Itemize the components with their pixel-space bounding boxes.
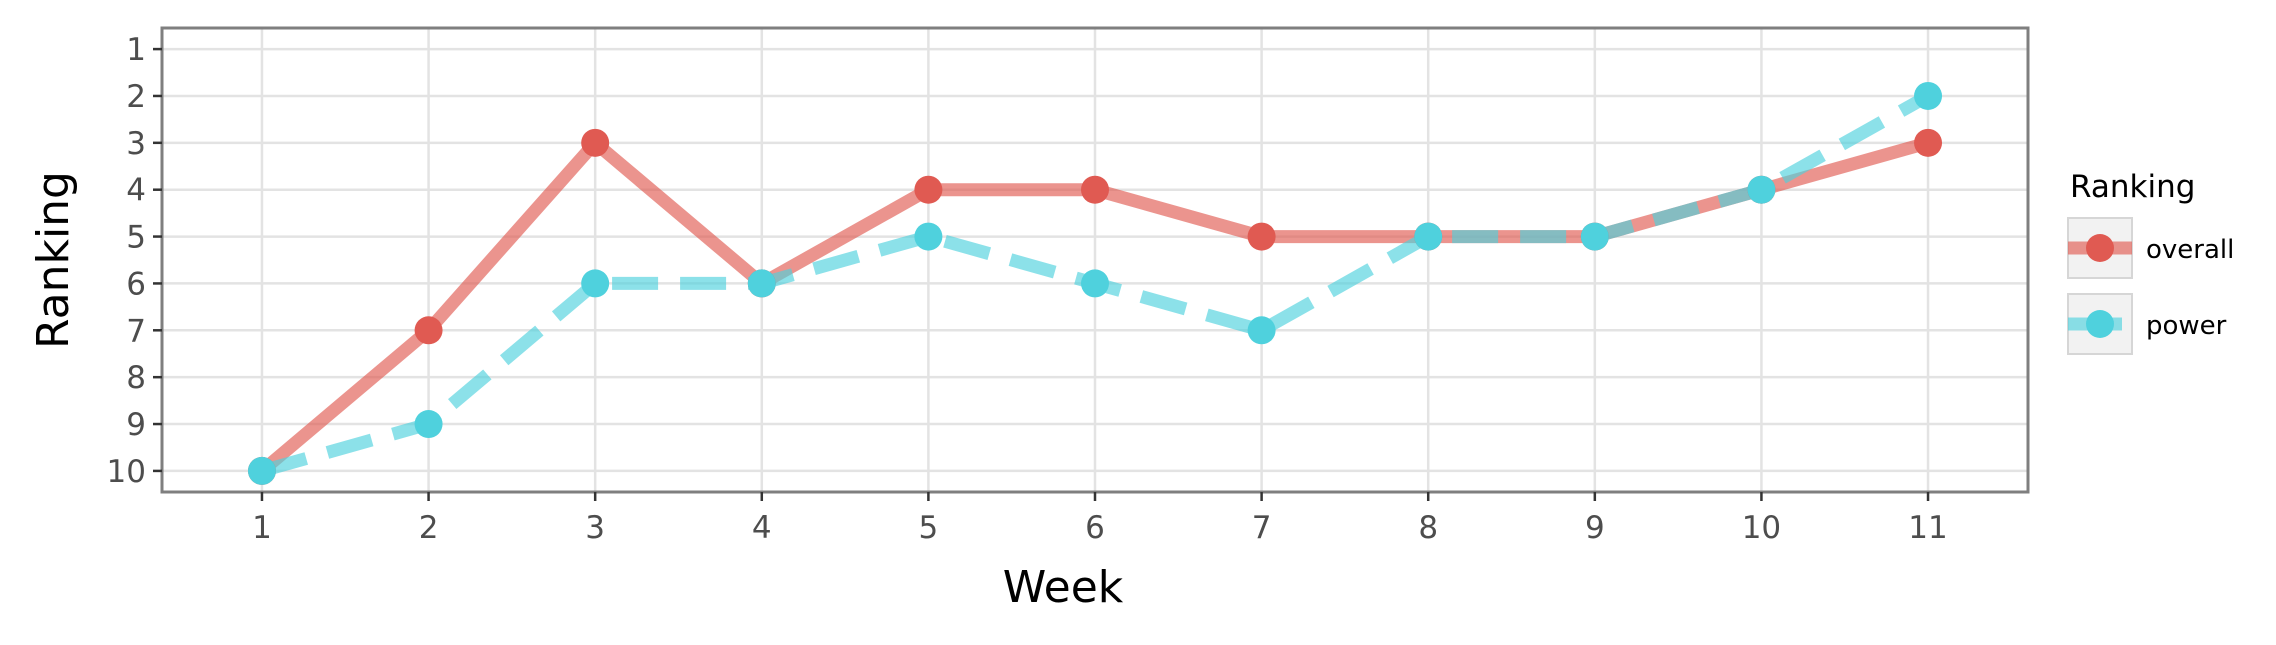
legend-items: overall power [2067,217,2234,355]
x-axis-ticks: 1 2 3 4 5 6 7 8 9 10 11 [252,492,1948,546]
series-point-power [1081,269,1109,298]
series-point-power [1414,222,1443,251]
y-tick-label: 7 [126,313,146,349]
y-tick-label: 2 [126,79,146,115]
x-tick-label: 4 [752,510,772,546]
series-point-power [581,269,610,298]
legend-label-overall: overall [2146,235,2234,265]
y-tick-label: 1 [126,32,146,68]
x-tick-label: 3 [585,510,605,546]
series-point-overall [1247,222,1276,251]
x-tick-label: 5 [919,510,939,546]
legend-key-point [2086,310,2114,338]
y-tick-label: 9 [126,407,146,443]
series-point-power [747,269,776,298]
legend: Ranking overall power [2067,169,2234,355]
y-tick-label: 5 [126,220,146,256]
series-point-power [1747,175,1776,204]
series-point-power [914,222,943,251]
series-points [247,81,1943,485]
legend-title: Ranking [2070,169,2195,205]
x-tick-label: 1 [252,510,272,546]
x-tick-label: 7 [1252,510,1272,546]
series-point-power [414,410,443,439]
x-axis-title: Week [1003,562,1124,613]
y-axis-title: Ranking [28,171,79,349]
y-tick-label: 4 [126,173,146,209]
series-point-overall [914,175,943,204]
legend-key-point [2086,234,2114,262]
x-tick-label: 8 [1418,510,1438,546]
series-point-overall [581,128,610,157]
x-tick-label: 6 [1085,510,1105,546]
y-tick-label: 6 [126,266,146,302]
x-tick-label: 11 [1908,510,1947,546]
series-point-power [1247,316,1276,345]
series-point-overall [1914,128,1943,157]
y-tick-label: 8 [126,360,146,396]
series-point-overall [1081,175,1109,204]
x-tick-label: 9 [1585,510,1605,546]
y-tick-label: 10 [107,454,146,490]
legend-label-power: power [2146,311,2227,341]
series-point-power [247,456,276,485]
series-point-power [1580,222,1609,251]
series-point-overall [414,316,443,345]
y-axis-ticks: 1 2 3 4 5 6 7 8 9 10 [107,32,162,490]
x-tick-label: 10 [1742,510,1781,546]
y-tick-label: 3 [126,126,146,162]
series-point-power [1914,81,1943,110]
x-tick-label: 2 [419,510,439,546]
